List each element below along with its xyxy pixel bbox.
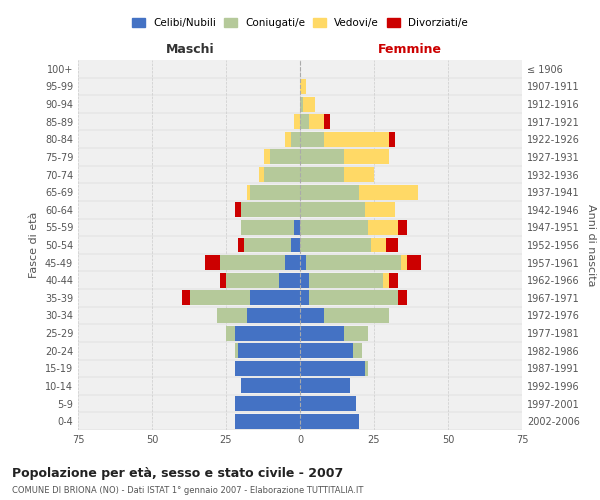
Bar bbox=[386, 238, 398, 252]
Bar bbox=[300, 361, 365, 376]
Bar bbox=[323, 114, 329, 129]
Bar bbox=[226, 273, 279, 287]
Bar bbox=[300, 79, 306, 94]
Bar bbox=[220, 255, 285, 270]
Bar bbox=[235, 414, 300, 428]
Bar bbox=[190, 290, 250, 306]
Bar bbox=[241, 378, 300, 394]
Bar bbox=[368, 220, 398, 235]
Bar bbox=[359, 184, 418, 200]
Bar bbox=[300, 238, 371, 252]
Bar bbox=[407, 255, 421, 270]
Bar bbox=[344, 150, 389, 164]
Bar bbox=[265, 167, 300, 182]
Bar bbox=[398, 290, 407, 306]
Bar bbox=[398, 220, 407, 235]
Bar bbox=[344, 326, 368, 340]
Bar bbox=[323, 132, 389, 147]
Bar bbox=[205, 255, 220, 270]
Bar bbox=[300, 114, 309, 129]
Bar bbox=[300, 132, 323, 147]
Bar bbox=[265, 150, 271, 164]
Bar bbox=[241, 202, 300, 218]
Bar bbox=[226, 326, 235, 340]
Bar bbox=[238, 343, 300, 358]
Bar bbox=[353, 343, 362, 358]
Text: Popolazione per età, sesso e stato civile - 2007: Popolazione per età, sesso e stato civil… bbox=[12, 468, 343, 480]
Bar bbox=[300, 202, 365, 218]
Bar bbox=[344, 167, 374, 182]
Bar bbox=[309, 273, 383, 287]
Bar bbox=[285, 132, 291, 147]
Bar bbox=[371, 238, 386, 252]
Bar bbox=[303, 96, 315, 112]
Bar bbox=[300, 308, 323, 323]
Bar bbox=[401, 255, 407, 270]
Bar bbox=[383, 273, 389, 287]
Bar bbox=[291, 132, 300, 147]
Bar bbox=[247, 184, 250, 200]
Bar bbox=[300, 255, 306, 270]
Bar bbox=[241, 220, 294, 235]
Bar bbox=[250, 184, 300, 200]
Bar bbox=[271, 150, 300, 164]
Bar bbox=[300, 184, 359, 200]
Y-axis label: Anni di nascita: Anni di nascita bbox=[586, 204, 596, 286]
Bar bbox=[244, 238, 291, 252]
Bar bbox=[279, 273, 300, 287]
Bar bbox=[294, 220, 300, 235]
Bar bbox=[365, 361, 368, 376]
Bar bbox=[300, 378, 350, 394]
Bar bbox=[306, 255, 401, 270]
Bar bbox=[294, 114, 300, 129]
Bar bbox=[389, 132, 395, 147]
Text: Maschi: Maschi bbox=[166, 44, 215, 57]
Bar bbox=[300, 220, 368, 235]
Bar bbox=[238, 238, 244, 252]
Bar bbox=[300, 167, 344, 182]
Bar bbox=[300, 273, 309, 287]
Bar bbox=[300, 414, 359, 428]
Bar bbox=[300, 290, 309, 306]
Bar bbox=[389, 273, 398, 287]
Bar bbox=[309, 290, 398, 306]
Bar bbox=[235, 396, 300, 411]
Bar bbox=[300, 396, 356, 411]
Bar bbox=[300, 150, 344, 164]
Bar bbox=[259, 167, 265, 182]
Bar bbox=[285, 255, 300, 270]
Bar bbox=[235, 202, 241, 218]
Bar bbox=[309, 114, 323, 129]
Text: COMUNE DI BRIONA (NO) - Dati ISTAT 1° gennaio 2007 - Elaborazione TUTTITALIA.IT: COMUNE DI BRIONA (NO) - Dati ISTAT 1° ge… bbox=[12, 486, 364, 495]
Bar bbox=[300, 343, 353, 358]
Bar bbox=[323, 308, 389, 323]
Legend: Celibi/Nubili, Coniugati/e, Vedovi/e, Divorziati/e: Celibi/Nubili, Coniugati/e, Vedovi/e, Di… bbox=[128, 14, 472, 32]
Bar bbox=[182, 290, 190, 306]
Bar bbox=[220, 273, 226, 287]
Bar bbox=[300, 326, 344, 340]
Bar bbox=[235, 326, 300, 340]
Bar bbox=[365, 202, 395, 218]
Bar bbox=[217, 308, 247, 323]
Bar bbox=[300, 96, 303, 112]
Bar bbox=[291, 238, 300, 252]
Y-axis label: Fasce di età: Fasce di età bbox=[29, 212, 39, 278]
Bar bbox=[235, 361, 300, 376]
Text: Femmine: Femmine bbox=[377, 44, 442, 57]
Bar bbox=[250, 290, 300, 306]
Bar bbox=[247, 308, 300, 323]
Bar bbox=[235, 343, 238, 358]
